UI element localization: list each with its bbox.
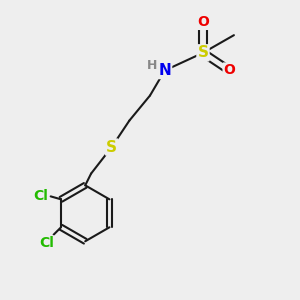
Text: O: O <box>224 64 236 77</box>
Text: H: H <box>147 59 158 72</box>
Text: S: S <box>106 140 117 154</box>
Text: N: N <box>158 63 171 78</box>
Text: O: O <box>197 15 209 29</box>
Text: Cl: Cl <box>33 189 48 203</box>
Text: Cl: Cl <box>39 236 54 250</box>
Text: S: S <box>197 45 208 60</box>
